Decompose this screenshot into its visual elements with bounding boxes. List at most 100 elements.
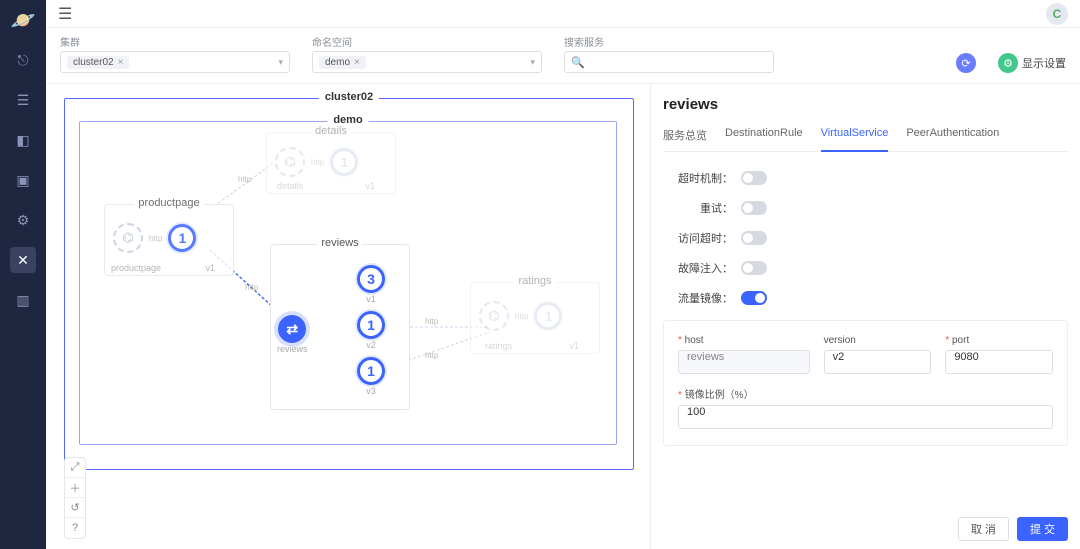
cluster-select[interactable]: cluster02 × ▾ xyxy=(60,51,290,73)
namespace-filter-label: 命名空间 xyxy=(312,34,542,49)
proto-label: http xyxy=(311,158,324,167)
version-node[interactable]: 1 xyxy=(330,148,358,176)
submit-button[interactable]: 提 交 xyxy=(1017,517,1068,541)
version-label: v1 xyxy=(205,263,215,273)
display-settings-label: 显示设置 xyxy=(1022,55,1066,71)
nav-icon-3[interactable]: ◧ xyxy=(10,127,36,153)
service-title: details xyxy=(311,125,351,137)
tab-virtualservice[interactable]: VirtualService xyxy=(821,123,889,152)
port-label: port xyxy=(945,335,1053,346)
tab-destinationrule[interactable]: DestinationRule xyxy=(725,123,803,151)
brand-logo-icon: 🪐 xyxy=(11,8,36,33)
user-avatar[interactable]: C xyxy=(1046,3,1068,25)
version-input[interactable]: v2 xyxy=(824,350,932,374)
edge-label: http xyxy=(238,175,252,184)
namespace-box: demo http http http http xyxy=(79,121,617,445)
gear-icon: ⚙ xyxy=(998,53,1018,73)
toggle-retry[interactable] xyxy=(741,201,767,215)
svc-name: reviews xyxy=(277,344,308,354)
version-node[interactable]: 1 xyxy=(534,302,562,330)
service-details[interactable]: details ⌬ http 1 details v1 xyxy=(266,132,396,194)
switch-label: 超时机制： xyxy=(663,170,733,186)
version-label: v2 xyxy=(366,340,376,350)
tab-overview[interactable]: 服务总览 xyxy=(663,123,707,151)
version-label: version xyxy=(824,335,932,346)
cluster-tag-text: cluster02 xyxy=(73,57,114,68)
ratio-input[interactable]: 100 xyxy=(678,405,1053,429)
version-label: v1 xyxy=(366,294,376,304)
port-input[interactable]: 9080 xyxy=(945,350,1053,374)
host-input[interactable]: reviews xyxy=(678,350,810,374)
reviews-hub-icon[interactable]: ⇄ xyxy=(278,315,306,343)
display-settings-button[interactable]: ⚙ 显示设置 xyxy=(998,53,1066,73)
svg-text:http: http xyxy=(425,351,439,360)
cluster-tag-remove-icon[interactable]: × xyxy=(118,57,124,68)
nav-icon-topology[interactable]: ✕ xyxy=(10,247,36,273)
mirror-form: host reviews version v2 port 9080 xyxy=(663,320,1068,446)
help-icon[interactable]: ? xyxy=(65,518,85,538)
version-label: v1 xyxy=(365,181,375,191)
version-label: v1 xyxy=(569,341,579,351)
namespace-select[interactable]: demo × ▾ xyxy=(312,51,542,73)
service-productpage[interactable]: productpage ⌬ http 1 productpage v1 xyxy=(104,204,234,276)
svg-text:http: http xyxy=(425,317,439,326)
chevron-down-icon: ▾ xyxy=(278,57,283,68)
host-label: host xyxy=(678,335,810,346)
version-node[interactable]: 1 xyxy=(357,311,385,339)
left-sidebar: 🪐 ⎋ ☰ ◧ ▣ ⚙ ✕ ▥ xyxy=(0,0,46,549)
toggle-access-timeout[interactable] xyxy=(741,231,767,245)
svc-name: ratings xyxy=(485,341,512,351)
topbar: ☰ C xyxy=(46,0,1080,28)
panel-title: reviews xyxy=(663,96,1068,113)
switch-fault-inject: 故障注入： xyxy=(663,260,1068,276)
nav-icon-4[interactable]: ▣ xyxy=(10,167,36,193)
version-node[interactable]: 1 xyxy=(168,224,196,252)
cancel-button[interactable]: 取 消 xyxy=(958,517,1009,541)
nav-icon-7[interactable]: ▥ xyxy=(10,287,36,313)
version-label: v3 xyxy=(366,386,376,396)
toggle-traffic-mirror[interactable] xyxy=(741,291,767,305)
proto-label: http xyxy=(515,312,528,321)
switch-label: 故障注入： xyxy=(663,260,733,276)
namespace-tag[interactable]: demo × xyxy=(319,56,366,69)
nav-icon-5[interactable]: ⚙ xyxy=(10,207,36,233)
nav-icon-2[interactable]: ☰ xyxy=(10,87,36,113)
reset-icon[interactable]: ↺ xyxy=(65,498,85,518)
chevron-down-icon: ▾ xyxy=(530,57,535,68)
version-node[interactable]: 3 xyxy=(357,265,385,293)
nav-icon-1[interactable]: ⎋ xyxy=(10,47,36,73)
sidebar-collapse-icon[interactable]: ☰ xyxy=(58,4,72,24)
switch-label: 重试： xyxy=(663,200,733,216)
search-icon: 🔍 xyxy=(571,56,585,69)
svc-name: productpage xyxy=(111,263,161,273)
cluster-box: cluster02 demo http http http xyxy=(64,98,634,470)
namespace-tag-text: demo xyxy=(325,57,350,68)
toggle-timeout[interactable] xyxy=(741,171,767,185)
version-node[interactable]: 1 xyxy=(357,357,385,385)
service-search-input[interactable]: 🔍 xyxy=(564,51,774,73)
proto-label: http xyxy=(149,234,162,243)
cluster-title: cluster02 xyxy=(319,91,379,103)
ratio-label: 镜像比例（%） xyxy=(678,386,1053,401)
topology-canvas[interactable]: cluster02 demo http http http xyxy=(46,84,650,549)
fit-icon[interactable]: ⤢ xyxy=(65,458,85,478)
zoom-icon[interactable]: ＋ xyxy=(65,478,85,498)
service-title: productpage xyxy=(134,197,203,209)
svc-name: details xyxy=(277,181,303,191)
service-title: reviews xyxy=(317,237,362,249)
config-tabs: 服务总览 DestinationRule VirtualService Peer… xyxy=(663,123,1068,152)
toggle-fault-inject[interactable] xyxy=(741,261,767,275)
namespace-tag-remove-icon[interactable]: × xyxy=(354,57,360,68)
filter-bar: 集群 cluster02 × ▾ 命名空间 demo × ▾ xyxy=(46,28,1080,84)
service-reviews[interactable]: reviews ⇄ reviews 3 v1 1 v2 xyxy=(270,244,410,410)
switch-retry: 重试： xyxy=(663,200,1068,216)
topology-toolbar: ⤢ ＋ ↺ ? xyxy=(64,457,86,539)
service-title: ratings xyxy=(514,275,555,287)
search-filter-label: 搜索服务 xyxy=(564,34,774,49)
service-hex-icon: ⌬ xyxy=(113,223,143,253)
refresh-icon[interactable]: ⟳ xyxy=(956,53,976,73)
service-ratings[interactable]: ratings ⌬ http 1 ratings v1 xyxy=(470,282,600,354)
cluster-tag[interactable]: cluster02 × xyxy=(67,56,129,69)
service-hex-icon: ⌬ xyxy=(479,301,509,331)
tab-peerauth[interactable]: PeerAuthentication xyxy=(906,123,999,151)
